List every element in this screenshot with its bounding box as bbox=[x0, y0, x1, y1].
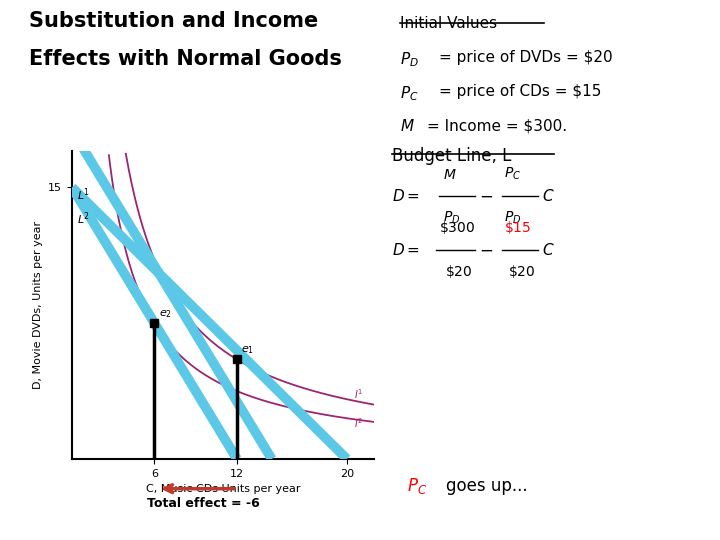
Text: $I^1$: $I^1$ bbox=[354, 387, 363, 401]
Text: $D=$: $D=$ bbox=[392, 188, 420, 204]
Text: Total effect = -6: Total effect = -6 bbox=[147, 497, 259, 510]
Text: $P_C$: $P_C$ bbox=[504, 166, 521, 183]
Text: $e_2$: $e_2$ bbox=[158, 308, 171, 320]
Text: Initial Values: Initial Values bbox=[400, 16, 497, 31]
Text: goes up...: goes up... bbox=[446, 477, 528, 495]
Text: $e_1$: $e_1$ bbox=[241, 344, 254, 356]
Text: $I^2$: $I^2$ bbox=[354, 416, 363, 430]
Text: $\$20$: $\$20$ bbox=[445, 264, 472, 280]
Text: $P_D$: $P_D$ bbox=[400, 50, 418, 69]
Text: $P_D$: $P_D$ bbox=[443, 210, 460, 226]
Text: $P_C$: $P_C$ bbox=[407, 476, 427, 496]
Text: $C$: $C$ bbox=[542, 242, 554, 258]
Text: $L^2$: $L^2$ bbox=[78, 211, 91, 227]
Text: $C$: $C$ bbox=[542, 188, 554, 204]
Text: $-$: $-$ bbox=[479, 241, 493, 259]
Text: = price of DVDs = $20: = price of DVDs = $20 bbox=[439, 50, 613, 65]
Text: $-$: $-$ bbox=[479, 187, 493, 205]
Text: $P_D$: $P_D$ bbox=[504, 210, 521, 226]
Text: Budget Line, L: Budget Line, L bbox=[392, 147, 512, 165]
Text: Substitution and Income: Substitution and Income bbox=[29, 11, 318, 31]
Text: $M$: $M$ bbox=[400, 118, 414, 134]
Text: $\$20$: $\$20$ bbox=[508, 264, 535, 280]
Text: = price of CDs = $15: = price of CDs = $15 bbox=[439, 84, 602, 99]
Text: $\$15$: $\$15$ bbox=[504, 219, 531, 237]
Y-axis label: D, Movie DVDs, Units per year: D, Movie DVDs, Units per year bbox=[32, 221, 42, 389]
Text: Effects with Normal Goods: Effects with Normal Goods bbox=[29, 49, 342, 69]
X-axis label: C, Music CDs Units per year: C, Music CDs Units per year bbox=[146, 484, 300, 494]
Text: = Income = $300.: = Income = $300. bbox=[427, 118, 567, 133]
Text: $M$: $M$ bbox=[443, 168, 456, 183]
Text: $\$300$: $\$300$ bbox=[439, 219, 475, 237]
Text: $P_C$: $P_C$ bbox=[400, 84, 418, 103]
Text: $D=$: $D=$ bbox=[392, 242, 420, 258]
Text: $L^1$: $L^1$ bbox=[78, 187, 91, 204]
